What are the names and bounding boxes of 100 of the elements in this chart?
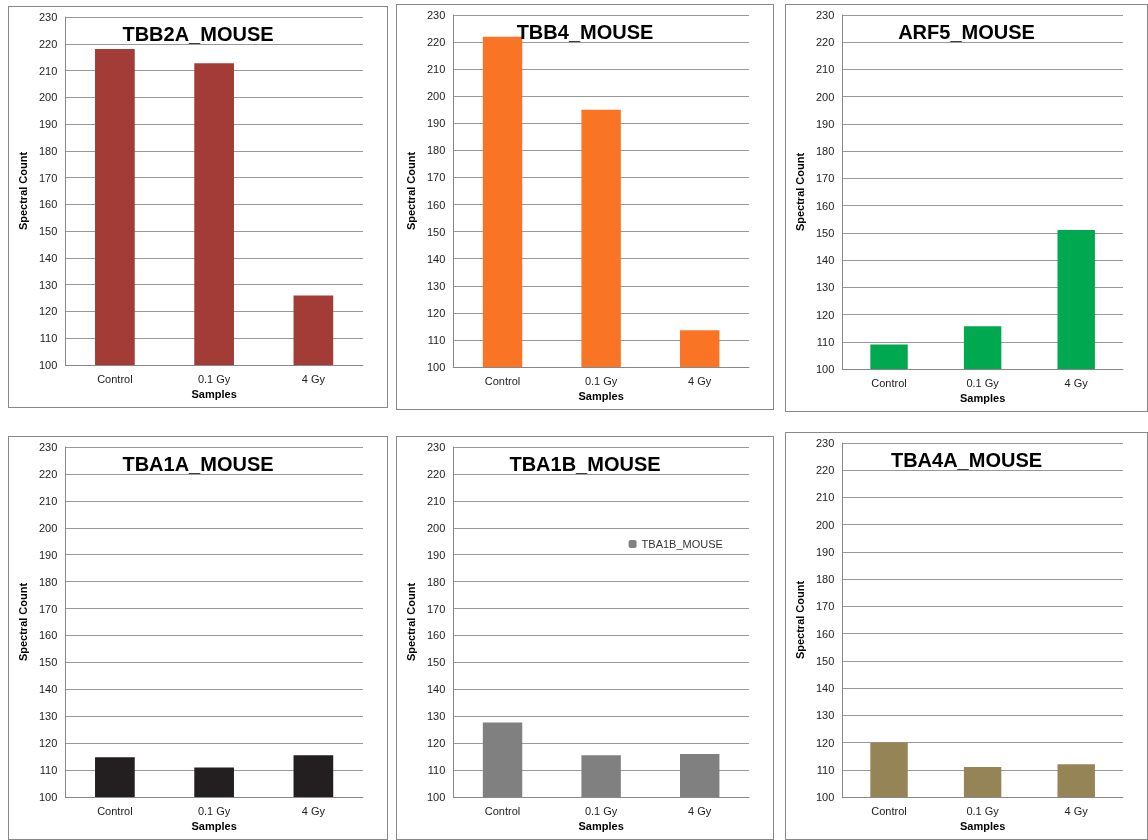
y-tick-label: 230	[815, 9, 835, 21]
x-tick-label: Control	[97, 372, 133, 385]
y-tick-label: 210	[38, 64, 58, 77]
chart-title: TBB4_MOUSE	[516, 21, 654, 43]
chart-title: ARF5_MOUSE	[898, 21, 1035, 43]
y-tick-label: 130	[38, 278, 58, 291]
y-tick-label: 210	[815, 63, 835, 76]
chart-title: TBA1A_MOUSE	[122, 453, 274, 475]
y-tick-label: 180	[38, 575, 58, 588]
y-tick-label: 200	[815, 518, 835, 531]
y-axis-title: Spectral Count	[16, 151, 29, 231]
x-tick-label: Control	[97, 804, 133, 817]
y-tick-label: 150	[815, 654, 835, 667]
y-tick-label: 160	[815, 627, 835, 640]
y-tick-label: 100	[426, 791, 446, 803]
y-tick-label: 130	[815, 709, 835, 722]
y-tick-label: 130	[815, 281, 835, 294]
y-tick-label: 210	[815, 491, 835, 504]
x-tick-label: 4 Gy	[688, 804, 712, 817]
y-tick-label: 170	[815, 600, 835, 613]
y-tick-label: 120	[426, 737, 446, 750]
y-tick-label: 230	[815, 437, 835, 449]
y-tick-label: 170	[815, 172, 835, 185]
y-tick-label: 190	[38, 548, 58, 561]
x-tick-label: 0.1 Gy	[197, 804, 231, 817]
x-tick-label: 0.1 Gy	[197, 372, 231, 385]
y-tick-label: 110	[816, 335, 835, 348]
y-tick-label: 200	[38, 91, 58, 104]
y-tick-label: 140	[426, 683, 446, 696]
y-tick-label: 220	[815, 36, 835, 49]
y-axis-title: Spectral Count	[16, 582, 29, 662]
y-axis-title: Spectral Count	[404, 582, 417, 662]
x-tick-label: Control	[871, 804, 907, 817]
y-tick-label: 160	[815, 199, 835, 212]
x-axis-title: Samples	[191, 820, 237, 833]
chart-title: TBA4A_MOUSE	[890, 449, 1043, 471]
y-tick-label: 150	[815, 226, 835, 239]
y-tick-label: 170	[38, 171, 58, 184]
y-tick-label: 130	[38, 710, 58, 723]
y-tick-label: 110	[39, 332, 58, 345]
y-tick-label: 170	[426, 171, 446, 184]
x-axis-title: Samples	[960, 392, 1006, 405]
y-tick-label: 150	[38, 225, 58, 238]
x-tick-label: Control	[484, 374, 521, 387]
y-tick-label: 110	[427, 333, 446, 346]
y-tick-label: 230	[38, 441, 58, 453]
y-tick-label: 190	[426, 548, 446, 561]
y-tick-label: 110	[427, 764, 446, 777]
y-tick-label: 210	[426, 63, 446, 76]
y-tick-label: 170	[426, 602, 446, 615]
y-tick-label: 180	[38, 144, 58, 157]
y-tick-label: 190	[815, 117, 835, 130]
x-tick-label: Control	[484, 804, 521, 817]
x-tick-label: 4 Gy	[1064, 804, 1089, 817]
y-tick-label: 100	[38, 791, 58, 803]
x-tick-label: 0.1 Gy	[584, 804, 618, 817]
y-tick-label: 230	[426, 441, 446, 453]
y-tick-label: 100	[815, 363, 835, 375]
y-tick-label: 190	[815, 545, 835, 558]
y-tick-label: 180	[426, 144, 446, 157]
y-tick-label: 100	[38, 359, 58, 371]
y-tick-label: 190	[38, 118, 58, 131]
y-tick-label: 100	[426, 361, 446, 373]
y-tick-label: 160	[426, 629, 446, 642]
y-tick-label: 180	[815, 145, 835, 158]
y-axis-title: Spectral Count	[793, 580, 806, 660]
y-tick-label: 230	[38, 11, 58, 23]
y-tick-label: 140	[38, 251, 58, 264]
y-tick-label: 150	[426, 225, 446, 238]
y-tick-label: 160	[38, 629, 58, 642]
x-tick-label: 0.1 Gy	[584, 374, 618, 387]
y-tick-label: 200	[426, 90, 446, 103]
y-tick-label: 220	[426, 467, 446, 480]
y-tick-label: 160	[426, 198, 446, 211]
x-tick-label: 0.1 Gy	[966, 376, 1000, 389]
y-tick-label: 140	[38, 683, 58, 696]
x-tick-label: 4 Gy	[1064, 376, 1089, 389]
y-tick-label: 140	[426, 252, 446, 265]
y-tick-label: 220	[38, 467, 58, 480]
y-tick-label: 130	[426, 279, 446, 292]
x-axis-title: Samples	[578, 820, 624, 833]
y-tick-label: 190	[426, 117, 446, 130]
y-tick-label: 220	[815, 464, 835, 477]
x-tick-label: Control	[871, 376, 907, 389]
y-tick-label: 120	[38, 737, 58, 750]
y-tick-label: 110	[39, 764, 58, 777]
y-tick-label: 200	[815, 90, 835, 103]
y-tick-label: 180	[426, 575, 446, 588]
x-tick-label: 4 Gy	[301, 804, 326, 817]
x-axis-title: Samples	[960, 820, 1006, 833]
x-axis-title: Samples	[191, 388, 237, 401]
y-tick-label: 180	[815, 573, 835, 586]
y-tick-label: 120	[815, 308, 835, 321]
y-tick-label: 220	[38, 37, 58, 50]
y-tick-label: 150	[426, 656, 446, 669]
x-tick-label: 4 Gy	[301, 372, 326, 385]
y-tick-label: 130	[426, 710, 446, 723]
chart-title: TBA1B_MOUSE	[509, 453, 661, 475]
x-tick-label: 4 Gy	[688, 374, 712, 387]
legend-label: TBA1B_MOUSE	[641, 537, 723, 550]
